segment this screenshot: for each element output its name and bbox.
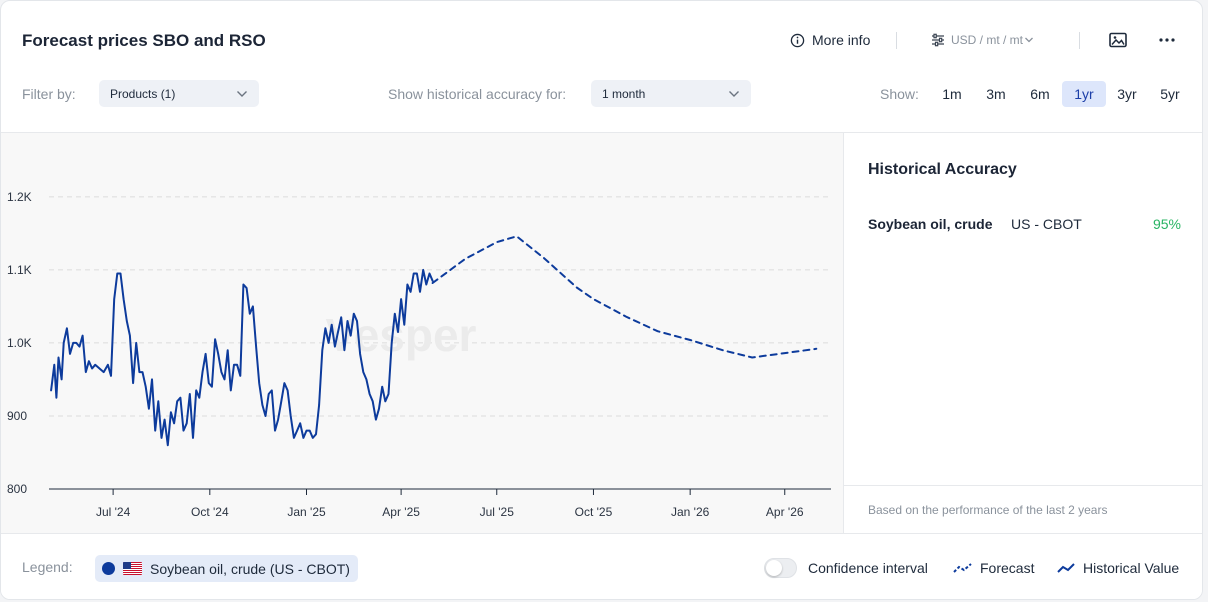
products-select-value: Products (1) (110, 86, 176, 101)
legend-label: Legend: (22, 559, 73, 575)
range-1yr-button[interactable]: 1yr (1062, 81, 1106, 107)
historical-legend-label: Historical Value (1083, 560, 1180, 576)
accuracy-label: Show historical accuracy for: (388, 86, 567, 102)
ellipsis-icon (1159, 38, 1175, 42)
x-tick-label: Apr '26 (766, 505, 804, 519)
info-icon (790, 33, 805, 47)
y-tick-label: 900 (7, 409, 27, 423)
chart-panel: Vesper 800 900 1.0K 1.1K 1.2K Jul '24 Oct '24 J… (1, 132, 843, 533)
divider (1079, 32, 1080, 49)
filter-by-label: Filter by: (22, 86, 76, 102)
x-tick-label: Jan '25 (287, 505, 326, 519)
unit-selector[interactable]: USD / mt / mt (931, 33, 1034, 47)
accuracy-footnote: Based on the performance of the last 2 y… (844, 485, 1202, 534)
page-title: Forecast prices SBO and RSO (22, 31, 266, 50)
products-select[interactable]: Products (1) (99, 80, 259, 107)
watermark-text: Vesper (326, 309, 477, 361)
y-tick-label: 800 (7, 482, 27, 496)
x-tick-label: Jul '25 (480, 505, 515, 519)
legend-chip-label: Soybean oil, crude (US - CBOT) (150, 560, 350, 577)
confidence-interval-text: Confidence interval (808, 560, 928, 576)
accuracy-value: 95% (1152, 216, 1181, 232)
range-1m-button[interactable]: 1m (942, 86, 962, 102)
us-flag-icon (123, 562, 142, 575)
historical-line-icon (1057, 563, 1075, 573)
historical-series-line (50, 268, 434, 447)
price-chart: Vesper 800 900 1.0K 1.1K 1.2K Jul '24 Oct '24 J… (7, 190, 831, 519)
confidence-interval-label: Confidence interval (808, 560, 928, 576)
export-image-button[interactable] (1106, 29, 1130, 51)
x-tick-label: Jan '26 (671, 505, 710, 519)
forecast-legend-label: Forecast (980, 560, 1035, 576)
image-icon (1109, 32, 1127, 48)
range-5yr-button[interactable]: 5yr (1160, 86, 1180, 102)
sliders-icon (932, 33, 944, 47)
chevron-down-icon (729, 90, 739, 97)
chevron-down-icon (1025, 37, 1033, 43)
legend-forecast: Forecast (953, 560, 1034, 576)
accuracy-exchange: US - CBOT (1011, 216, 1082, 232)
range-3yr-button[interactable]: 3yr (1117, 86, 1137, 102)
series-color-dot (102, 562, 115, 575)
more-options-button[interactable] (1155, 29, 1179, 51)
confidence-interval-toggle[interactable] (764, 558, 797, 578)
x-tick-label: Oct '25 (575, 505, 613, 519)
divider (896, 32, 897, 49)
accuracy-period-select[interactable]: 1 month (591, 80, 751, 107)
range-3m-button[interactable]: 3m (986, 86, 1006, 102)
accuracy-product: Soybean oil, crude (868, 216, 993, 232)
legend-series-chip[interactable]: Soybean oil, crude (US - CBOT) (95, 555, 358, 582)
historical-accuracy-panel: Historical Accuracy Soybean oil, crude U… (843, 132, 1202, 534)
accuracy-select-value: 1 month (602, 86, 646, 101)
more-info-button[interactable]: More info (790, 32, 870, 48)
accuracy-title: Historical Accuracy (868, 161, 1017, 178)
legend-historical: Historical Value (1057, 560, 1179, 576)
y-tick-label: 1.2K (7, 190, 32, 204)
unit-label: USD / mt / mt (951, 33, 1023, 47)
more-info-label: More info (812, 32, 871, 48)
x-tick-label: Apr '25 (382, 505, 420, 519)
show-label: Show: (880, 86, 919, 102)
y-tick-label: 1.0K (7, 336, 32, 350)
legend-bar: Legend: Soybean oil, crude (US - CBOT) (1, 533, 1202, 599)
x-tick-label: Jul '24 (96, 505, 131, 519)
chevron-down-icon (237, 90, 247, 97)
y-tick-label: 1.1K (7, 263, 32, 277)
forecast-series-line (431, 235, 818, 359)
range-6m-button[interactable]: 6m (1030, 86, 1050, 102)
forecast-line-icon (953, 563, 972, 573)
x-tick-label: Oct '24 (191, 505, 229, 519)
